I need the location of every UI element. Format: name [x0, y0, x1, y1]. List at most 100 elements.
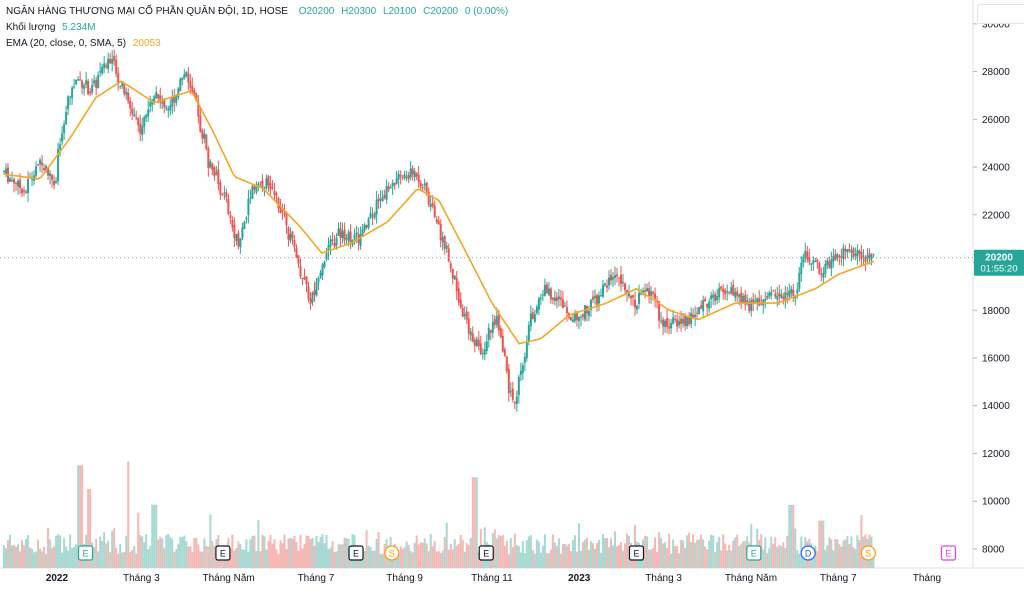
candle: [722, 284, 725, 300]
candle: [622, 273, 625, 287]
volume-bar: [81, 465, 84, 568]
candle: [429, 195, 432, 212]
legend-ema-row[interactable]: EMA (20, close, 0, SMA, 5) 20053: [6, 36, 508, 52]
event-marker[interactable]: E: [628, 545, 645, 561]
volume-bar: [277, 553, 280, 568]
volume-bar: [131, 550, 134, 568]
candle-body: [303, 277, 306, 280]
volume-bar: [788, 504, 791, 568]
candle: [169, 98, 172, 116]
candle: [479, 336, 482, 356]
event-marker[interactable]: D: [800, 545, 816, 561]
event-marker[interactable]: E: [77, 545, 94, 561]
volume-bar: [53, 546, 56, 568]
volume-bar: [710, 534, 713, 568]
volume-bar: [581, 541, 584, 568]
volume-bar: [419, 542, 422, 568]
event-marker[interactable]: E: [215, 545, 231, 561]
candle-body: [339, 228, 342, 238]
split-marker: [384, 545, 400, 561]
volume-bar: [409, 550, 412, 568]
volume-bar: [696, 539, 699, 568]
candle-body: [531, 312, 534, 320]
candle-body: [595, 295, 598, 305]
candle: [141, 117, 144, 142]
event-marker[interactable]: E: [746, 545, 762, 561]
symbol-title[interactable]: NGÂN HÀNG THƯƠNG MẠI CỔ PHẦN QUÂN ĐỘI, 1…: [6, 6, 288, 17]
candle: [207, 146, 210, 177]
candle: [137, 117, 140, 133]
candle-body: [73, 86, 76, 88]
candle-body: [99, 70, 102, 73]
candle: [744, 290, 747, 311]
candle-body: [553, 297, 556, 301]
candle: [147, 100, 150, 122]
candle: [139, 114, 142, 142]
candle-body: [501, 335, 504, 352]
volume-bar: [762, 549, 765, 568]
volume-bar: [499, 536, 502, 568]
candle: [97, 71, 100, 89]
candle: [421, 183, 424, 192]
volume-bar: [381, 553, 384, 568]
candle: [543, 278, 546, 297]
volume-bar: [501, 535, 504, 568]
candle: [121, 81, 124, 90]
candle-body: [662, 319, 665, 327]
candle-body: [704, 298, 707, 302]
candle: [515, 390, 518, 412]
event-marker[interactable]: E: [940, 545, 957, 561]
volume-bar: [513, 533, 516, 568]
candle-body: [678, 320, 681, 326]
volume-bar: [399, 546, 402, 568]
event-marker[interactable]: S: [860, 545, 876, 561]
candle: [249, 189, 252, 204]
candle: [115, 54, 118, 78]
candle: [575, 310, 578, 327]
candle: [531, 308, 534, 320]
volume-bar: [317, 541, 320, 568]
candle: [39, 157, 42, 172]
symbol-info-box[interactable]: [977, 4, 1024, 24]
candle: [387, 182, 390, 193]
price-tick-label: 16000: [982, 353, 1010, 364]
volume-bar: [832, 550, 835, 568]
volume-bar: [585, 537, 588, 568]
volume-bar: [255, 551, 258, 568]
candle-body: [427, 191, 430, 205]
candle-body: [826, 260, 829, 266]
volume-bar: [181, 536, 184, 568]
candle: [271, 180, 274, 191]
volume-bar: [846, 536, 849, 568]
volume-bar: [567, 543, 570, 568]
volume-bars: [3, 461, 875, 568]
candle-body: [589, 299, 592, 310]
candle-body: [836, 254, 839, 259]
volume-bar: [135, 553, 138, 568]
price-tick-label: 28000: [982, 67, 1010, 78]
candle-body: [784, 292, 787, 302]
candle: [658, 301, 661, 329]
candle: [710, 291, 713, 308]
candle: [525, 335, 528, 362]
volume-bar: [708, 540, 711, 568]
volume-bar: [724, 543, 727, 568]
volume-bar: [35, 551, 38, 568]
event-marker[interactable]: E: [478, 545, 494, 561]
volume-bar: [565, 546, 568, 568]
candle-body: [620, 274, 623, 285]
candle: [307, 281, 310, 302]
volume-bar: [279, 540, 282, 568]
price-tick-label: 18000: [982, 306, 1010, 317]
candle: [624, 282, 627, 295]
event-marker[interactable]: E: [348, 545, 364, 561]
volume-bar: [19, 551, 22, 568]
candle-body: [65, 112, 68, 125]
event-marker[interactable]: S: [384, 545, 400, 561]
candle: [609, 269, 612, 286]
volume-bar: [603, 538, 606, 568]
candle: [696, 307, 699, 319]
legend-volume-row[interactable]: Khối lượng 5.234M: [6, 20, 508, 36]
